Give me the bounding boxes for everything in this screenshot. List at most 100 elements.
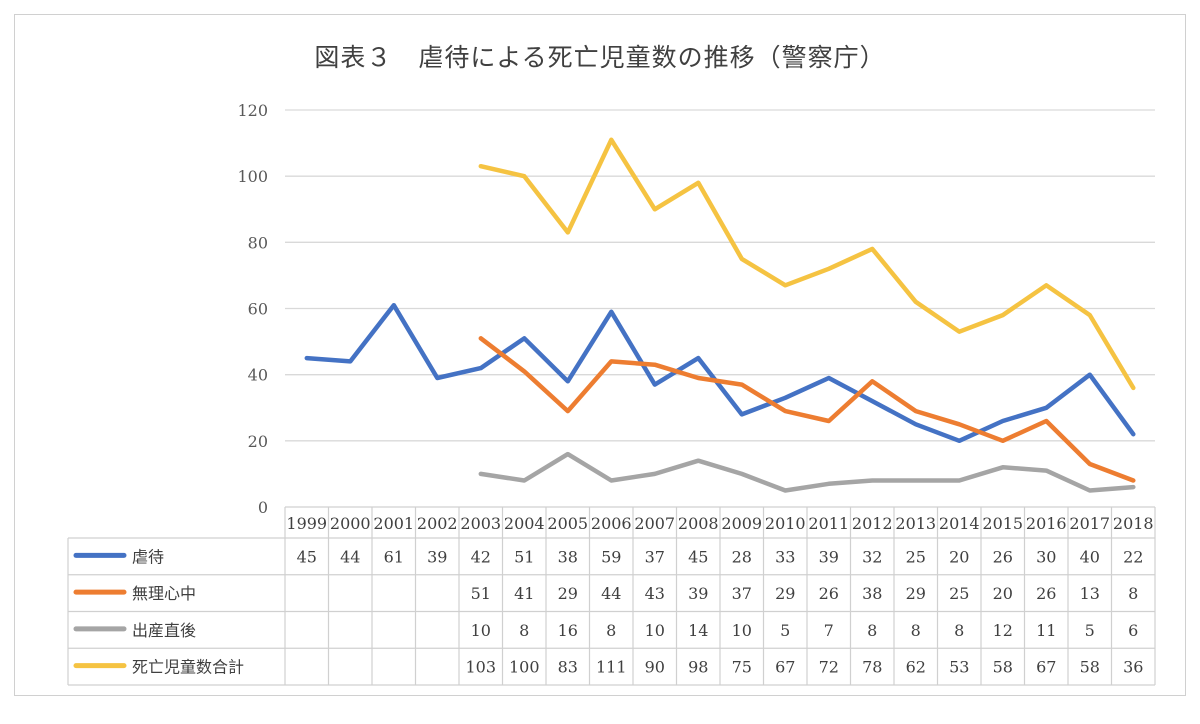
data-label: 75 <box>732 658 752 677</box>
x-tick-label: 2005 <box>547 514 588 533</box>
data-label: 98 <box>688 658 708 677</box>
x-tick-label: 2014 <box>939 514 980 533</box>
data-label: 45 <box>688 547 708 566</box>
data-label: 10 <box>732 621 752 640</box>
data-label: 10 <box>471 621 491 640</box>
series-line-2 <box>478 451 1136 493</box>
data-label: 16 <box>558 621 578 640</box>
x-tick-label: 2018 <box>1113 514 1154 533</box>
data-label: 42 <box>471 547 491 566</box>
data-label: 25 <box>906 547 926 566</box>
y-tick-label: 100 <box>237 167 268 186</box>
x-tick-label: 2015 <box>982 514 1023 533</box>
data-label: 83 <box>558 658 578 677</box>
data-label: 44 <box>601 584 621 603</box>
y-tick-label: 80 <box>248 233 268 252</box>
data-label: 20 <box>949 547 969 566</box>
x-tick-label: 2017 <box>1069 514 1110 533</box>
data-label: 61 <box>384 547 404 566</box>
data-label: 8 <box>606 621 616 640</box>
data-label: 37 <box>732 584 752 603</box>
data-label: 44 <box>340 547 360 566</box>
gridlines <box>285 109 1155 442</box>
legend-label: 出産直後 <box>132 621 196 640</box>
y-tick-label: 60 <box>248 300 268 319</box>
data-label: 58 <box>1080 658 1100 677</box>
data-label: 37 <box>645 547 665 566</box>
data-label: 28 <box>732 547 752 566</box>
data-label: 59 <box>601 547 621 566</box>
data-label: 36 <box>1123 658 1143 677</box>
data-label: 39 <box>819 547 839 566</box>
y-tick-label: 20 <box>248 432 268 451</box>
chart-frame <box>14 14 1186 696</box>
data-label: 45 <box>297 547 317 566</box>
data-label: 26 <box>993 547 1013 566</box>
data-label: 40 <box>1080 547 1100 566</box>
data-label: 39 <box>427 547 447 566</box>
y-tick-label: 40 <box>248 366 268 385</box>
y-tick-label: 120 <box>237 101 268 120</box>
legend-label: 死亡児童数合計 <box>132 658 244 677</box>
data-label: 20 <box>993 584 1013 603</box>
data-label: 58 <box>993 658 1013 677</box>
y-axis-ticks: 0 20 40 60 80 100 120 <box>237 101 268 517</box>
data-label: 103 <box>465 658 496 677</box>
data-label: 51 <box>514 547 534 566</box>
series-line-1 <box>478 336 1136 483</box>
x-tick-label: 2011 <box>808 514 849 533</box>
data-label: 67 <box>1036 658 1056 677</box>
chart-title: 図表３ 虐待による死亡児童数の推移（警察庁） <box>314 43 886 72</box>
data-label: 41 <box>514 584 534 603</box>
data-label: 10 <box>645 621 665 640</box>
data-label: 38 <box>558 547 578 566</box>
x-tick-label: 2000 <box>330 514 371 533</box>
x-tick-label: 2006 <box>591 514 632 533</box>
x-tick-label: 2010 <box>765 514 806 533</box>
data-label: 29 <box>775 584 795 603</box>
data-label: 72 <box>819 658 839 677</box>
x-tick-label: 2007 <box>634 514 675 533</box>
x-tick-label: 2001 <box>373 514 414 533</box>
x-tick-label: 2002 <box>417 514 458 533</box>
data-label: 39 <box>688 584 708 603</box>
data-label: 5 <box>780 621 790 640</box>
data-label: 12 <box>993 621 1013 640</box>
x-tick-label: 2013 <box>895 514 936 533</box>
series-lines <box>304 137 1136 493</box>
data-label: 8 <box>954 621 964 640</box>
legend-label: 虐待 <box>132 547 164 566</box>
x-tick-label: 2008 <box>678 514 719 533</box>
data-label: 100 <box>509 658 540 677</box>
data-label: 51 <box>471 584 491 603</box>
data-label: 29 <box>906 584 926 603</box>
data-label: 43 <box>645 584 665 603</box>
y-tick-label: 0 <box>258 498 268 517</box>
data-label: 13 <box>1080 584 1100 603</box>
x-tick-label: 2003 <box>460 514 501 533</box>
data-label: 8 <box>911 621 921 640</box>
data-label: 26 <box>1036 584 1056 603</box>
data-label: 5 <box>1085 621 1095 640</box>
data-label: 53 <box>949 658 969 677</box>
x-tick-label: 2016 <box>1026 514 1067 533</box>
data-label: 78 <box>862 658 882 677</box>
data-label: 111 <box>596 658 627 677</box>
data-label: 30 <box>1036 547 1056 566</box>
series-line-0 <box>304 302 1136 444</box>
data-label: 90 <box>645 658 665 677</box>
data-label: 33 <box>775 547 795 566</box>
data-label: 8 <box>519 621 529 640</box>
legend-label: 無理心中 <box>132 584 196 603</box>
data-label: 62 <box>906 658 926 677</box>
data-label: 38 <box>862 584 882 603</box>
x-tick-label: 2004 <box>504 514 545 533</box>
x-tick-label: 2009 <box>721 514 762 533</box>
data-label: 67 <box>775 658 795 677</box>
series-line-3 <box>478 137 1136 391</box>
data-label: 14 <box>688 621 708 640</box>
data-label: 8 <box>1128 584 1138 603</box>
data-label: 22 <box>1123 547 1143 566</box>
data-label: 7 <box>824 621 834 640</box>
